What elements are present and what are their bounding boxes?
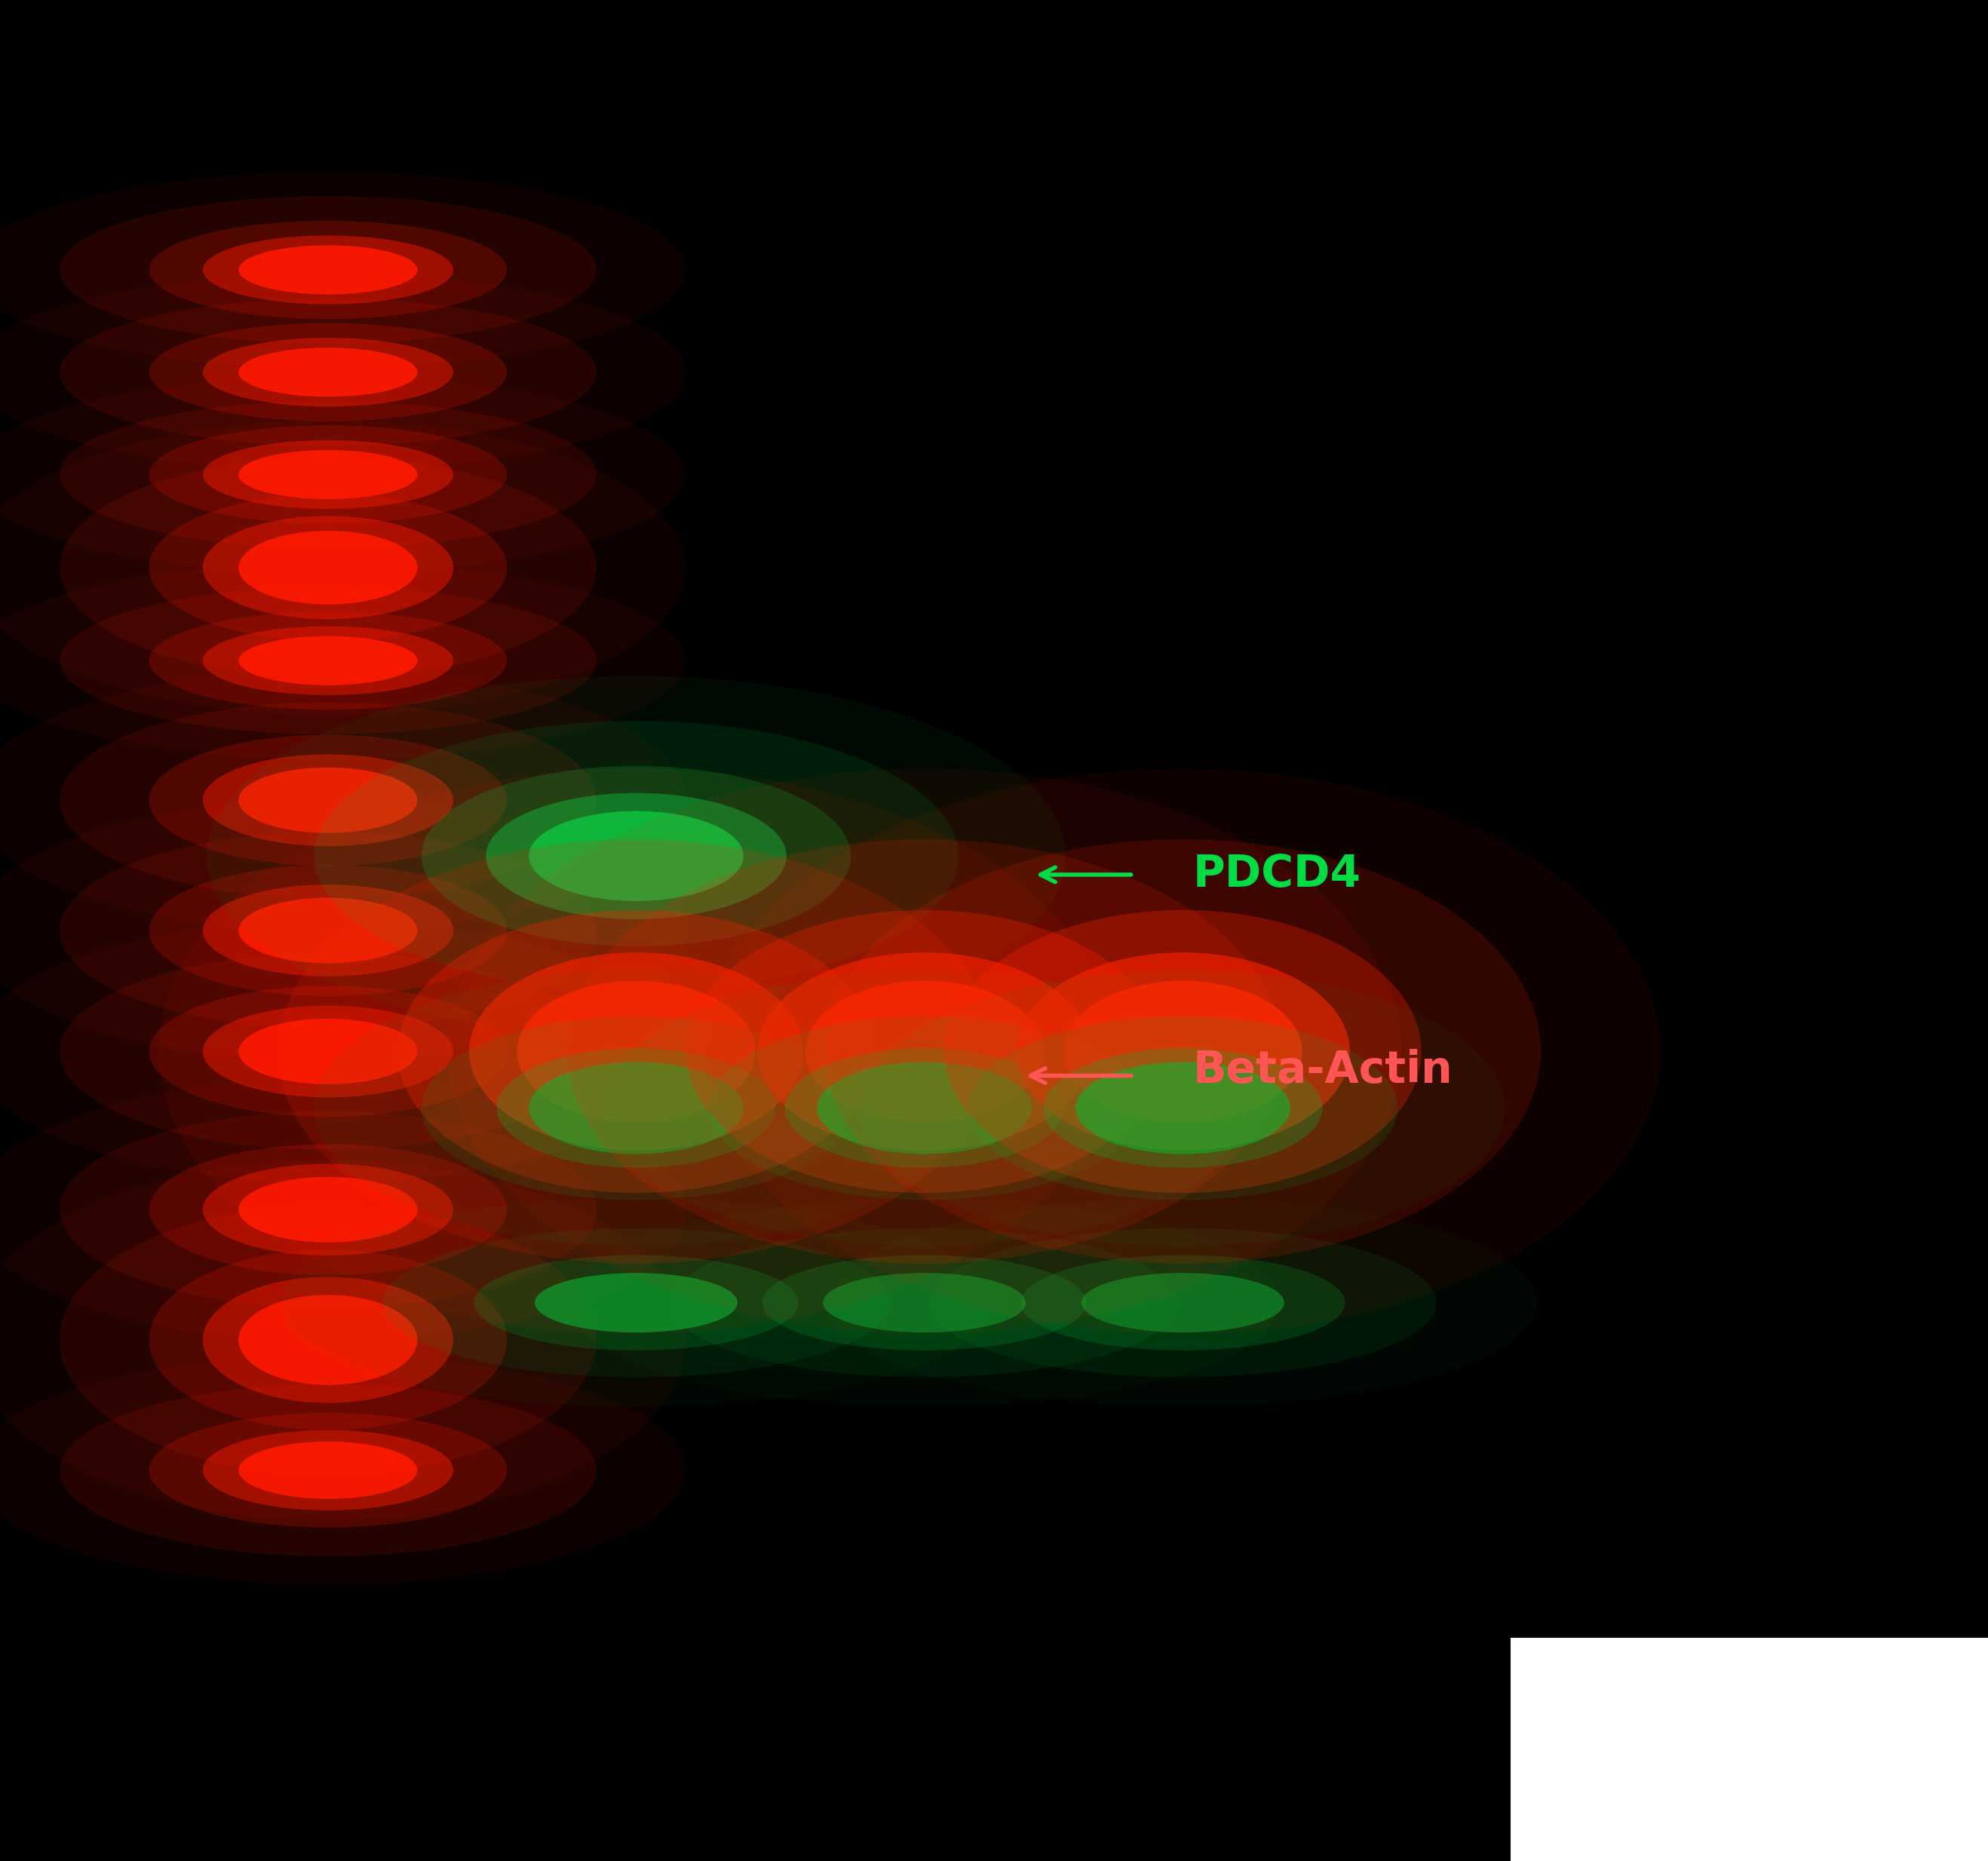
Ellipse shape — [60, 400, 596, 549]
Ellipse shape — [60, 832, 596, 1029]
Ellipse shape — [60, 298, 596, 447]
Ellipse shape — [203, 1163, 453, 1256]
Ellipse shape — [567, 839, 1282, 1264]
Ellipse shape — [473, 1254, 799, 1351]
Ellipse shape — [314, 720, 958, 992]
Ellipse shape — [1064, 981, 1302, 1122]
Ellipse shape — [817, 1063, 1032, 1154]
Ellipse shape — [805, 981, 1044, 1122]
Ellipse shape — [239, 450, 417, 499]
Ellipse shape — [968, 1016, 1398, 1200]
Ellipse shape — [0, 670, 686, 930]
Ellipse shape — [314, 970, 958, 1247]
Ellipse shape — [149, 426, 507, 523]
Ellipse shape — [0, 421, 686, 715]
Ellipse shape — [203, 754, 453, 847]
Ellipse shape — [60, 195, 596, 344]
Ellipse shape — [686, 910, 1163, 1193]
Ellipse shape — [672, 1228, 1177, 1377]
Ellipse shape — [203, 1429, 453, 1511]
Ellipse shape — [710, 1016, 1139, 1200]
Ellipse shape — [0, 274, 686, 471]
Ellipse shape — [149, 612, 507, 709]
Text: Beta-Actin: Beta-Actin — [1193, 1048, 1453, 1092]
Ellipse shape — [1076, 1063, 1290, 1154]
Ellipse shape — [239, 348, 417, 396]
Ellipse shape — [60, 586, 596, 735]
Ellipse shape — [203, 1277, 453, 1403]
Ellipse shape — [239, 636, 417, 685]
Ellipse shape — [823, 1273, 1026, 1332]
Ellipse shape — [203, 627, 453, 694]
Ellipse shape — [203, 884, 453, 977]
Ellipse shape — [825, 839, 1541, 1264]
Ellipse shape — [203, 515, 453, 620]
Ellipse shape — [149, 493, 507, 642]
Ellipse shape — [0, 1355, 686, 1586]
Ellipse shape — [149, 1251, 507, 1429]
Ellipse shape — [149, 324, 507, 421]
Ellipse shape — [239, 767, 417, 834]
Ellipse shape — [928, 1228, 1435, 1377]
Ellipse shape — [535, 1273, 738, 1332]
Ellipse shape — [60, 458, 596, 677]
Ellipse shape — [60, 1385, 596, 1556]
Ellipse shape — [757, 953, 1091, 1150]
Ellipse shape — [1016, 953, 1350, 1150]
Ellipse shape — [203, 1005, 453, 1098]
Ellipse shape — [447, 769, 1402, 1334]
Ellipse shape — [149, 986, 507, 1117]
Ellipse shape — [203, 236, 453, 303]
Ellipse shape — [421, 767, 851, 945]
Ellipse shape — [239, 530, 417, 605]
Ellipse shape — [469, 953, 803, 1150]
Ellipse shape — [149, 221, 507, 318]
Ellipse shape — [60, 702, 596, 899]
Ellipse shape — [0, 1159, 686, 1520]
Ellipse shape — [149, 735, 507, 865]
Ellipse shape — [149, 1412, 507, 1528]
Ellipse shape — [207, 676, 1066, 1037]
Ellipse shape — [0, 376, 686, 573]
Ellipse shape — [485, 793, 787, 919]
Ellipse shape — [239, 246, 417, 294]
Ellipse shape — [602, 970, 1246, 1247]
Ellipse shape — [60, 1204, 596, 1476]
Ellipse shape — [239, 897, 417, 964]
Ellipse shape — [761, 1254, 1087, 1351]
Ellipse shape — [497, 1048, 775, 1169]
Ellipse shape — [60, 1111, 596, 1308]
Ellipse shape — [239, 1176, 417, 1243]
Ellipse shape — [529, 1063, 744, 1154]
Ellipse shape — [239, 1442, 417, 1498]
Ellipse shape — [203, 441, 453, 508]
Ellipse shape — [239, 1295, 417, 1385]
Ellipse shape — [1044, 1048, 1322, 1169]
Ellipse shape — [1081, 1273, 1284, 1332]
Ellipse shape — [0, 921, 686, 1182]
Ellipse shape — [706, 769, 1660, 1334]
Ellipse shape — [398, 910, 875, 1193]
Ellipse shape — [517, 981, 755, 1122]
Ellipse shape — [1020, 1254, 1346, 1351]
Ellipse shape — [944, 910, 1421, 1193]
Ellipse shape — [529, 811, 744, 901]
Ellipse shape — [159, 769, 1113, 1334]
Text: PDCD4: PDCD4 — [1193, 852, 1362, 897]
Ellipse shape — [785, 1048, 1064, 1169]
Ellipse shape — [0, 1079, 686, 1340]
Ellipse shape — [239, 1018, 417, 1085]
Ellipse shape — [421, 1016, 851, 1200]
Ellipse shape — [0, 562, 686, 759]
Ellipse shape — [382, 1228, 891, 1377]
Ellipse shape — [60, 953, 596, 1150]
Ellipse shape — [861, 970, 1505, 1247]
Ellipse shape — [0, 171, 686, 368]
Bar — [1511, 1638, 1988, 1861]
Ellipse shape — [203, 339, 453, 406]
Ellipse shape — [149, 1145, 507, 1275]
Ellipse shape — [149, 865, 507, 996]
Ellipse shape — [278, 839, 994, 1264]
Ellipse shape — [0, 800, 686, 1061]
